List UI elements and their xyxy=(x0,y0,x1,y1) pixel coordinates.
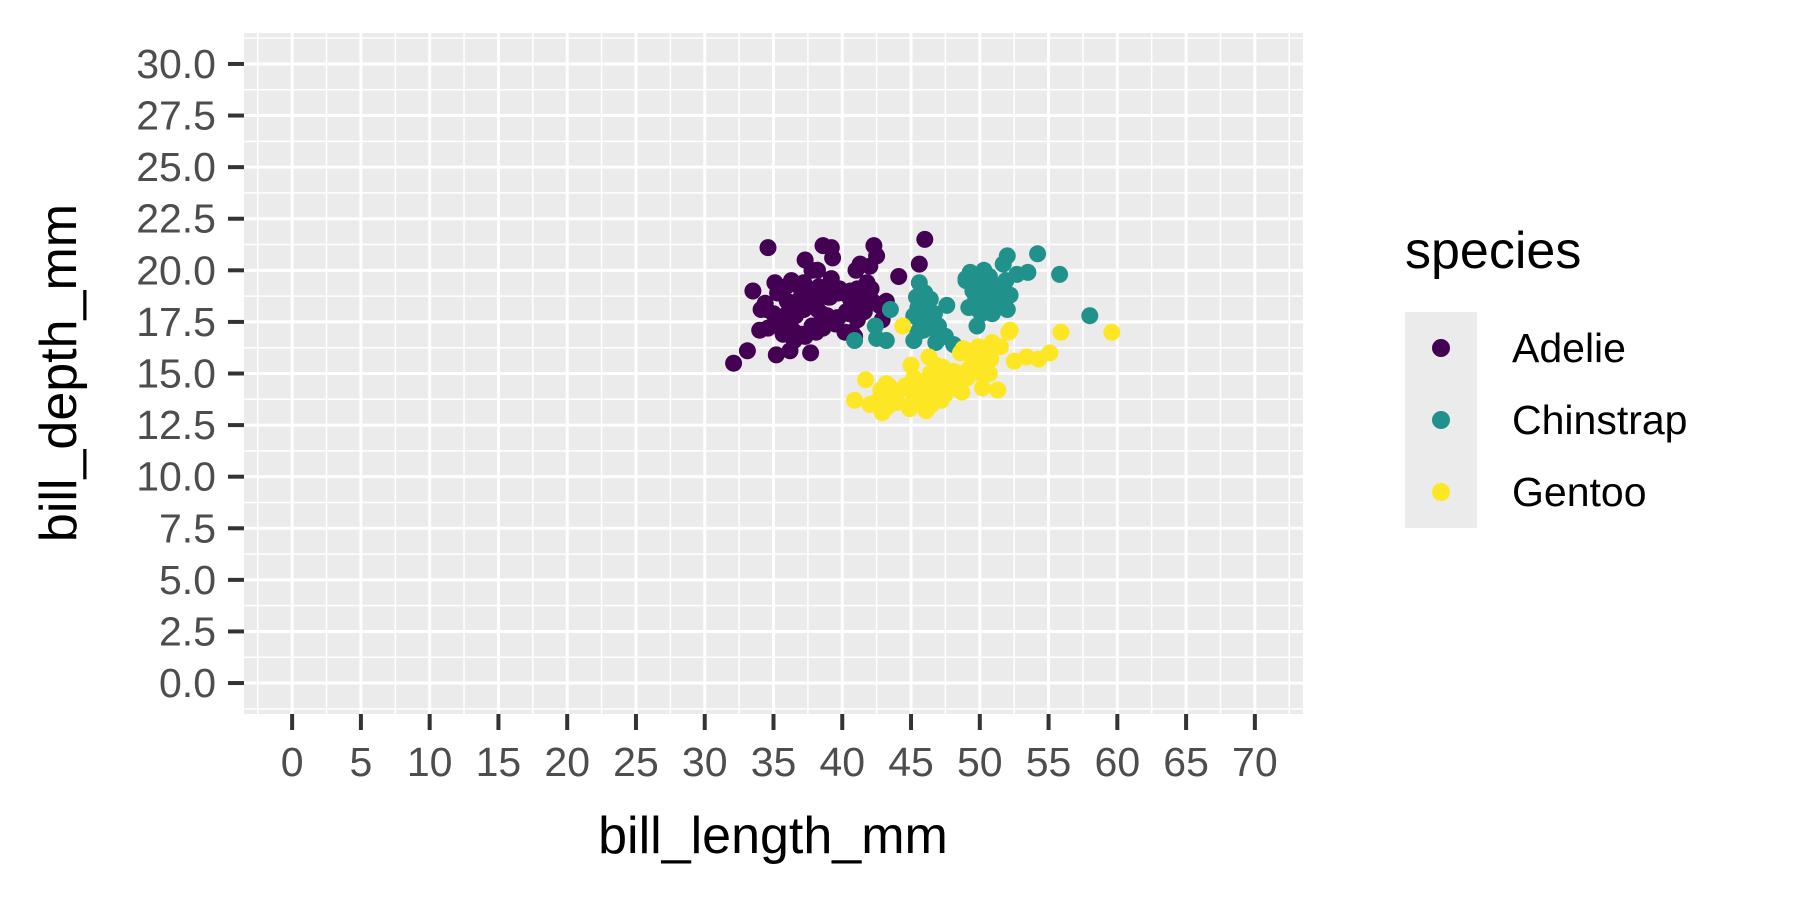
data-point xyxy=(824,249,842,267)
data-point xyxy=(1081,307,1099,325)
series-gentoo xyxy=(846,317,1121,422)
x-tick-label: 5 xyxy=(349,739,372,785)
data-point xyxy=(1103,323,1121,341)
x-tick-label: 0 xyxy=(281,739,304,785)
legend-key-chinstrap xyxy=(1432,411,1450,429)
x-tick-label: 25 xyxy=(613,739,659,785)
data-point xyxy=(980,365,998,382)
legend-key-adelie xyxy=(1432,339,1450,357)
y-axis: 0.0 2.5 5.0 7.5 10.0 12.5 15.0 17.5 20.0 22.5 25.0… xyxy=(136,41,244,706)
y-tick-label: 0.0 xyxy=(159,660,216,706)
data-point xyxy=(909,299,927,316)
x-tick-label: 40 xyxy=(819,739,865,785)
data-point xyxy=(848,299,866,316)
data-point xyxy=(1052,323,1070,341)
series-adelie xyxy=(725,230,934,372)
data-point xyxy=(957,270,975,288)
legend: species Adelie Chinstrap Gentoo xyxy=(1405,222,1687,528)
data-point xyxy=(809,261,826,279)
x-tick-label: 60 xyxy=(1095,739,1141,785)
data-point xyxy=(818,307,836,325)
data-point xyxy=(930,367,947,385)
legend-key-gentoo xyxy=(1432,483,1450,501)
data-point xyxy=(1001,286,1019,304)
x-tick-label: 15 xyxy=(476,739,522,785)
y-tick-label: 7.5 xyxy=(159,505,216,551)
series-chinstrap xyxy=(846,245,1099,354)
x-axis: 0 5 10 15 20 25 30 35 40 45 50 55 60 65 70 xyxy=(281,714,1278,785)
data-point xyxy=(989,299,1007,316)
y-tick-label: 17.5 xyxy=(136,299,216,345)
data-point xyxy=(910,255,928,273)
data-point xyxy=(725,354,743,372)
x-tick-label: 20 xyxy=(544,739,590,785)
data-point xyxy=(983,334,1001,351)
data-point xyxy=(938,296,956,314)
y-tick-label: 10.0 xyxy=(136,454,216,500)
data-point xyxy=(868,247,886,265)
data-point xyxy=(919,313,936,331)
y-tick-label: 12.5 xyxy=(136,402,216,448)
x-tick-label: 30 xyxy=(682,739,728,785)
data-point xyxy=(1019,263,1037,281)
data-point xyxy=(1051,265,1069,283)
data-point xyxy=(969,338,987,356)
legend-title: species xyxy=(1405,222,1581,280)
data-point xyxy=(802,344,820,362)
data-point xyxy=(738,342,756,360)
data-point xyxy=(890,268,908,285)
data-point xyxy=(846,332,864,349)
data-point xyxy=(974,379,991,397)
x-tick-label: 45 xyxy=(888,739,934,785)
data-point xyxy=(759,239,777,257)
data-point xyxy=(862,280,880,298)
data-point xyxy=(784,321,802,339)
y-tick-label: 2.5 xyxy=(159,608,216,654)
data-point xyxy=(881,301,899,318)
data-point xyxy=(803,296,821,314)
data-point xyxy=(744,282,762,300)
y-tick-label: 27.5 xyxy=(136,93,216,139)
legend-label-gentoo: Gentoo xyxy=(1512,469,1647,515)
data-point xyxy=(914,385,932,403)
y-tick-label: 30.0 xyxy=(136,41,216,87)
data-points xyxy=(725,230,1121,422)
data-point xyxy=(998,247,1016,265)
data-point xyxy=(897,377,914,395)
x-tick-label: 10 xyxy=(407,739,453,785)
x-tick-label: 65 xyxy=(1163,739,1209,785)
data-point xyxy=(1029,245,1047,263)
data-point xyxy=(820,288,837,306)
y-tick-label: 20.0 xyxy=(136,247,216,293)
y-tick-label: 22.5 xyxy=(136,196,216,242)
data-point xyxy=(1041,344,1059,362)
y-tick-label: 5.0 xyxy=(159,557,216,603)
data-point xyxy=(1001,321,1019,339)
data-point xyxy=(921,290,939,308)
x-axis-title: bill_length_mm xyxy=(598,807,948,865)
legend-label-chinstrap: Chinstrap xyxy=(1512,397,1687,443)
data-point xyxy=(787,294,804,312)
major-gridlines xyxy=(244,33,1303,714)
data-point xyxy=(916,230,934,248)
x-tick-label: 55 xyxy=(1026,739,1072,785)
y-tick-label: 25.0 xyxy=(136,144,216,190)
data-point xyxy=(943,373,961,391)
data-point xyxy=(930,325,947,343)
x-tick-label: 50 xyxy=(957,739,1003,785)
data-point xyxy=(846,391,864,409)
y-tick-label: 15.0 xyxy=(136,351,216,397)
legend-label-adelie: Adelie xyxy=(1512,325,1626,371)
data-point xyxy=(894,317,912,335)
y-axis-title: bill_depth_mm xyxy=(30,204,88,542)
x-tick-label: 70 xyxy=(1232,739,1278,785)
data-point xyxy=(968,280,986,298)
x-tick-label: 35 xyxy=(751,739,797,785)
data-point xyxy=(989,381,1007,399)
data-point xyxy=(866,317,884,335)
data-point xyxy=(767,346,785,364)
data-point xyxy=(877,332,895,349)
data-point xyxy=(857,371,875,389)
